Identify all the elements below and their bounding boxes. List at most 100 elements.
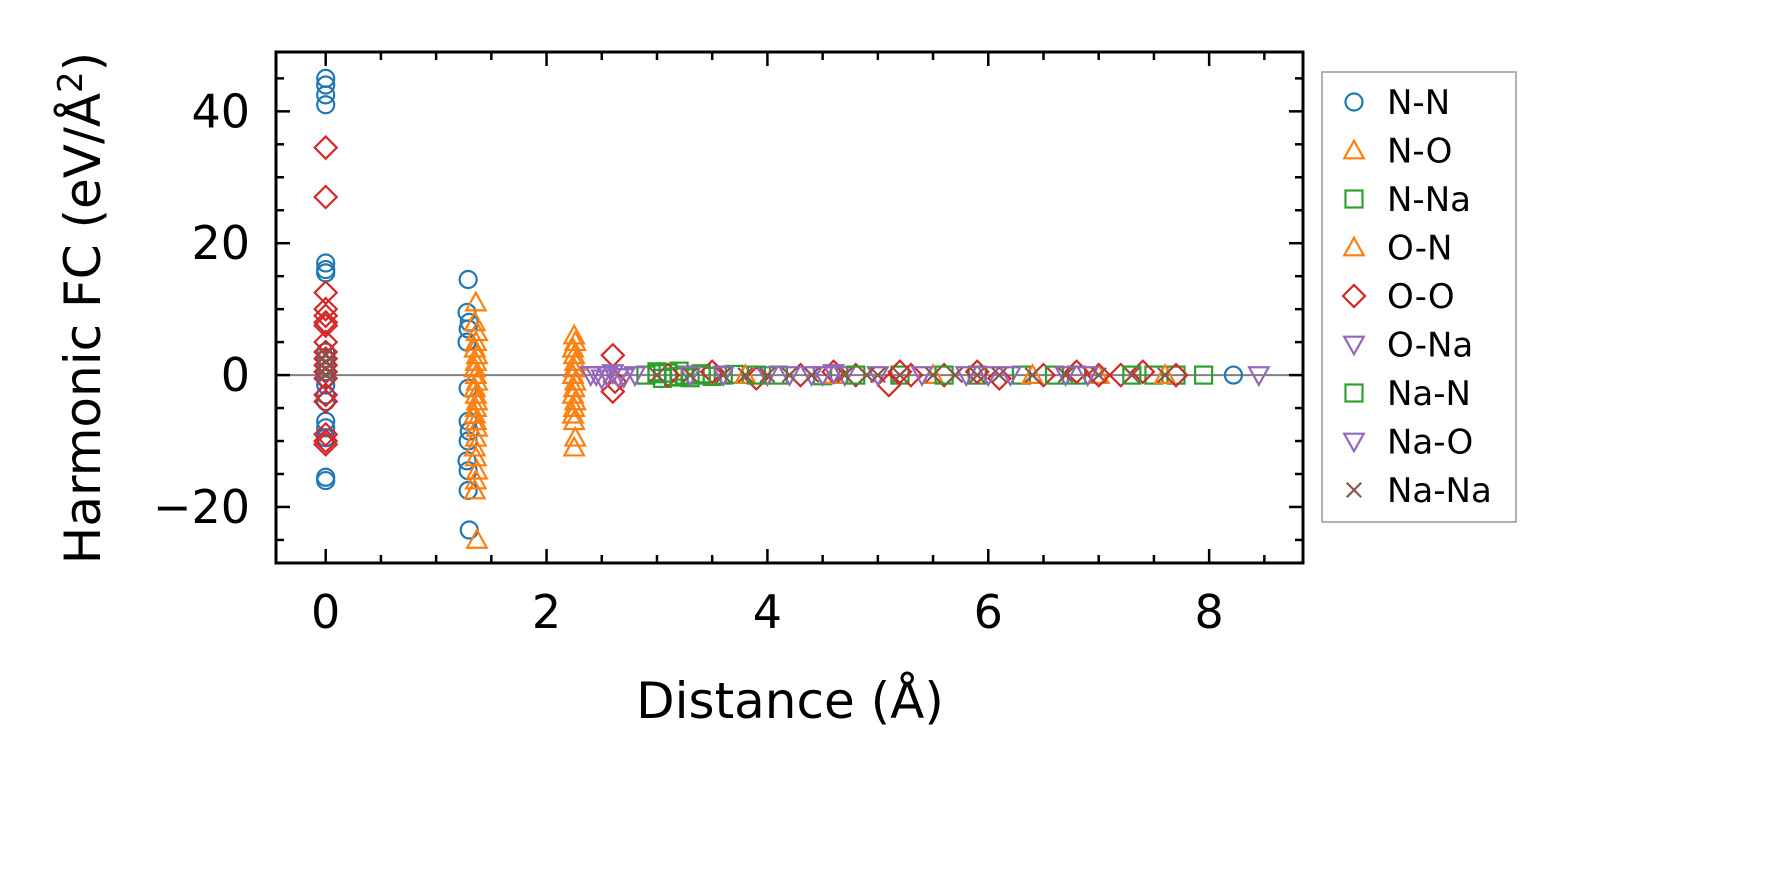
data-point-n-o [463,435,487,457]
legend-marker-o-na [1342,335,1366,357]
data-point-na-na [317,367,334,384]
data-point-o-n [1153,363,1177,385]
data-point-o-na [954,366,978,388]
legend-marker-na-n [1344,383,1364,403]
x-tick-label: 0 [311,585,340,639]
data-point-o-na [755,366,780,388]
data-point-o-n [563,425,587,447]
data-point-n-o [464,290,488,312]
data-point-o-na [623,366,647,388]
data-point-o-n [562,343,586,365]
data-point-o-o [313,428,339,454]
x-tick-label: 4 [753,585,782,639]
data-point-n-n [459,520,479,540]
data-point-o-o [313,431,339,457]
data-point-o-o [313,421,339,448]
x-tick-labels: 0 2 4 6 8 [311,585,1224,639]
x-tick-label: 6 [974,585,1003,639]
data-point-o-o [313,313,339,339]
data-point-o-o [313,280,339,306]
legend-items: N-N N-O N-Na O-N O-O O-Na Na-N Na-O Na-Na [1341,83,1492,511]
data-point-o-o [743,365,769,391]
data-point-na-na [869,367,886,384]
legend-marker-o-o [1341,283,1367,309]
legend-marker-n-n [1344,92,1364,112]
data-point-n-o [465,527,489,549]
legend-frame [1321,71,1517,523]
plot-frame [274,50,1305,565]
data-point-o-na [711,366,735,388]
data-point-n-n [316,85,336,105]
data-point-na-na [947,367,964,384]
data-point-n-o [464,468,488,490]
data-point-n-n [316,418,336,438]
legend-label-o-o: O-O [1387,277,1455,317]
legend-marker-na-na [1346,481,1362,499]
data-point-na-na [781,367,798,384]
data-point-na-na [969,367,986,384]
legend-marker-n-na [1344,189,1364,209]
data-point-n-na [1194,365,1214,385]
y-axis-label: Harmonic FC (eV/Å2) [51,52,112,564]
legend-marker-na-o [1342,432,1366,454]
data-point-o-na [910,366,934,388]
legend-label-n-o: N-O [1387,132,1452,172]
data-point-o-n [1020,363,1045,385]
data-point-na-n [647,364,667,384]
y-tick-label: 40 [191,84,250,138]
data-point-na-n [1122,365,1142,385]
data-point-o-o [313,296,339,322]
data-point-o-o [313,184,339,210]
data-point-o-o [876,372,902,398]
data-point-na-na [682,367,699,384]
legend-label-o-na: O-Na [1387,326,1473,366]
data-point-o-o [313,303,339,329]
data-point-n-o [464,349,488,371]
data-point-o-na [1076,366,1100,388]
data-point-o-o [313,388,339,415]
legend-label-n-na: N-Na [1387,180,1471,220]
data-point-na-na [1090,367,1107,384]
data-point-o-n [561,402,585,424]
data-point-n-n [458,269,478,290]
axis-ticks [276,52,1303,563]
data-point-o-o [313,382,339,408]
data-point-o-o [313,135,339,161]
data-point-na-o [584,366,608,388]
data-point-o-na [799,366,824,388]
data-point-o-n [562,435,586,457]
data-point-na-na [1156,367,1173,384]
data-point-o-na [833,366,857,388]
data-point-na-o [866,366,890,388]
data-point-n-n [316,253,336,273]
legend: N-N N-O N-Na O-N O-O O-Na Na-N Na-O Na-Na [1321,71,1517,523]
data-point-na-na [991,367,1008,384]
data-point-na-na [925,367,942,384]
data-point-n-n [316,470,336,491]
data-point-na-na [836,367,853,384]
data-point-n-n [1223,365,1244,385]
data-point-na-o [1247,366,1271,388]
data-point-na-n [934,365,954,385]
legend-label-na-o: Na-O [1387,423,1473,463]
data-point-n-o [463,478,487,500]
data-point-n-o [463,310,487,332]
data-point-o-o [600,342,626,368]
y-axis-label-superscript: 2 [51,71,91,93]
legend-label-o-n: O-N [1387,229,1452,269]
data-point-n-o [464,445,488,467]
y-tick-label: −20 [153,480,250,534]
data-point-na-o [1053,366,1078,388]
data-point-n-n [316,95,336,115]
data-point-o-o [1086,362,1112,388]
x-axis-label: Distance (Å) [636,672,944,730]
legend-label-na-na: Na-Na [1387,471,1492,511]
y-tick-label: 20 [191,216,250,270]
y-axis-label-close: ) [54,52,112,72]
data-point-n-o [465,320,489,342]
data-point-n-o [465,415,489,437]
data-point-o-na [590,369,614,391]
data-point-na-o [678,366,702,388]
data-point-n-o [464,396,488,417]
